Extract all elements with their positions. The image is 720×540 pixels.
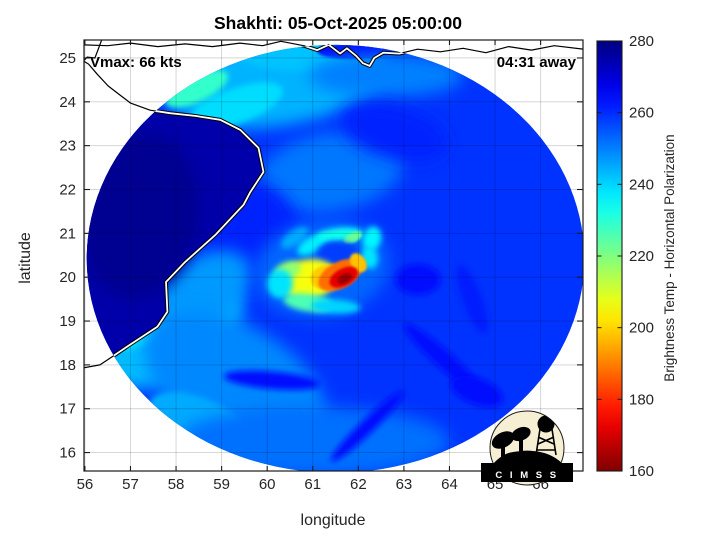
coastline-highlight [86, 44, 265, 369]
cimss-logo-text: C I M S S [495, 470, 558, 481]
x-axis-label: longitude [301, 512, 366, 529]
cimss-logo [481, 410, 573, 486]
dish-stem [501, 443, 505, 457]
storm-tb-feature [317, 241, 359, 265]
storm-tb-feature [280, 226, 309, 249]
axes-box [83, 39, 584, 472]
water-tower-tank [537, 415, 555, 433]
sea-tb-feature [341, 103, 449, 162]
dish-stem [519, 438, 523, 456]
colorbar-tick-label: 200 [629, 320, 654, 337]
sea-tb-feature [331, 391, 404, 462]
x-tick-label: 62 [350, 476, 367, 493]
water-tower-legs [535, 428, 557, 456]
colorbar-tick-label: 180 [629, 391, 654, 408]
colorbar: 280 260 240 220 200 180 160 [596, 33, 654, 480]
storm-tb-feature [267, 269, 293, 299]
y-tick-label: 21 [59, 225, 76, 242]
y-axis-label: latitude [17, 232, 34, 284]
sea-tb-feature [165, 69, 229, 108]
x-tick-label: 58 [168, 476, 185, 493]
sea-tb-feature [224, 370, 320, 390]
grid-lines [84, 40, 583, 471]
logo-banner [481, 463, 573, 482]
sea-tb-feature [456, 264, 488, 334]
y-tick-label: 22 [59, 182, 76, 199]
x-tick-label: 57 [122, 476, 139, 493]
chart-title: Shakhti: 05-Oct-2025 05:00:00 [214, 13, 462, 33]
eta-annotation: 04:31 away [497, 54, 577, 71]
y-tick-label: 24 [59, 94, 76, 111]
brightness-temp-field [86, 44, 583, 471]
vmax-annotation: Vmax: 66 kts [90, 54, 182, 71]
sea-tb-feature [258, 131, 404, 213]
satellite-dish-icon [511, 426, 531, 442]
field-clip-group [86, 44, 583, 471]
y-tick-label: 18 [59, 357, 76, 374]
storm-tb-feature [362, 226, 382, 251]
colorbar-tick-label: 280 [629, 33, 654, 50]
x-tick-label: 56 [77, 476, 94, 493]
x-tick-label: 63 [396, 476, 413, 493]
colorbar-tick-label: 260 [629, 105, 654, 122]
x-tick-label: 60 [259, 476, 276, 493]
satellite-dish-icon [491, 431, 515, 449]
colorbar-tick-label: 220 [629, 248, 654, 265]
colorbar-label: Brightness Temp - Horizontal Polarizatio… [662, 134, 677, 381]
storm-tb-feature [337, 273, 352, 284]
y-tick-label: 23 [59, 138, 76, 155]
land-tb-feature [86, 132, 200, 299]
axes: 56 57 58 59 60 61 62 63 64 65 66161718192021222324… [59, 39, 584, 493]
y-tick-label: 19 [59, 313, 76, 330]
colorbar-tick-label: 240 [629, 176, 654, 193]
storm-tb-feature [343, 231, 363, 244]
y-tick-label: 16 [59, 445, 76, 462]
y-tick-label: 25 [59, 50, 76, 67]
storm-tb-feature [310, 299, 361, 314]
colorbar-tick-label: 160 [629, 463, 654, 480]
y-tick-label: 17 [59, 401, 76, 418]
x-tick-label: 59 [213, 476, 230, 493]
sea-tb-feature [450, 375, 503, 407]
x-tick-label: 64 [441, 476, 458, 493]
sea-tb-feature [394, 264, 441, 295]
x-tick-label: 61 [304, 476, 321, 493]
sea-tb-feature [308, 53, 464, 98]
y-tick-label: 20 [59, 269, 76, 286]
